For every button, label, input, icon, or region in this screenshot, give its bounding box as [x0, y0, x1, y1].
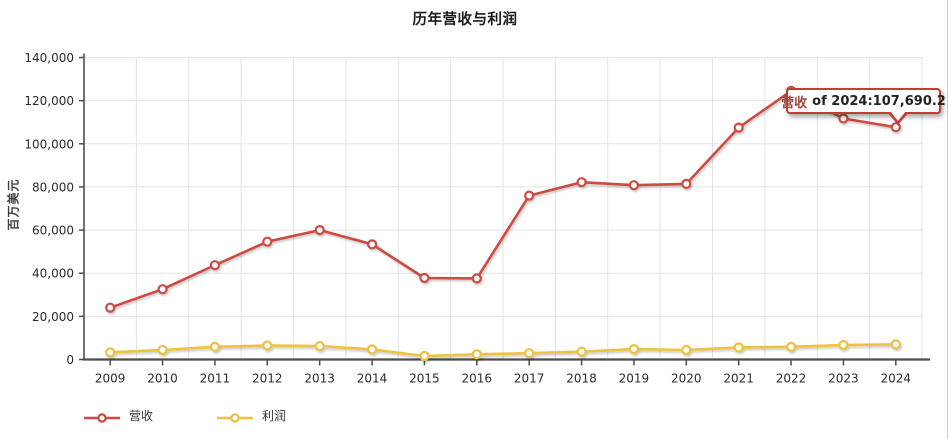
chart-title: 历年营收与利润	[412, 12, 518, 28]
data-point[interactable]	[419, 350, 430, 362]
data-point[interactable]	[105, 302, 116, 313]
x-tick-label: 2023	[828, 372, 859, 386]
x-tick-label: 2019	[619, 372, 650, 386]
data-point[interactable]	[262, 340, 273, 351]
data-point[interactable]	[471, 349, 482, 360]
y-tick-label: 60,000	[32, 224, 74, 238]
x-tick-label: 2018	[566, 372, 597, 386]
x-tick-label: 2024	[881, 372, 912, 386]
legend: 营收 利润	[84, 404, 350, 426]
x-tick-label: 2021	[723, 372, 754, 386]
y-axis-title: 百万美元	[6, 178, 21, 231]
y-tick-label: 100,000	[24, 137, 74, 151]
series-line	[110, 343, 896, 358]
x-tick-label: 2013	[304, 372, 335, 386]
data-point[interactable]	[367, 239, 378, 250]
x-tick-label: 2012	[252, 372, 283, 386]
tooltip-value: of 2024:107,690.2	[812, 93, 946, 109]
x-tick-label: 2020	[671, 372, 702, 386]
y-tick-label: 40,000	[32, 267, 74, 281]
data-point[interactable]	[471, 273, 482, 284]
data-point[interactable]	[681, 178, 692, 189]
x-tick-label: 2009	[95, 372, 126, 386]
data-point[interactable]	[733, 342, 744, 353]
tooltip: 营收 of 2024:107,690.2	[781, 88, 946, 125]
data-point[interactable]	[157, 344, 168, 356]
data-point[interactable]	[733, 122, 744, 133]
data-point[interactable]	[524, 190, 535, 201]
data-point[interactable]	[785, 341, 797, 352]
y-tick-label: 120,000	[24, 94, 74, 108]
data-point[interactable]	[576, 177, 587, 188]
x-tick-label: 2014	[357, 372, 388, 386]
series-line	[109, 89, 897, 309]
y-tick-label: 140,000	[24, 51, 74, 65]
series-营收[interactable]	[105, 85, 901, 313]
x-tick-label: 2016	[462, 372, 493, 386]
data-point[interactable]	[838, 113, 849, 124]
data-point[interactable]	[314, 225, 325, 236]
legend-item-profit[interactable]: 利润	[217, 407, 286, 424]
data-point[interactable]	[681, 344, 692, 356]
series-利润[interactable]	[105, 339, 901, 362]
data-point[interactable]	[838, 339, 849, 351]
x-tick-label: 2011	[200, 372, 231, 386]
data-point[interactable]	[890, 339, 901, 350]
x-tick-label: 2010	[147, 372, 178, 386]
data-point[interactable]	[419, 272, 430, 284]
data-point[interactable]	[157, 284, 168, 295]
x-tick-label: 2017	[514, 372, 545, 386]
y-tick-label: 0	[66, 353, 74, 367]
data-point[interactable]	[262, 236, 273, 247]
data-point[interactable]	[314, 341, 325, 352]
data-point[interactable]	[524, 348, 535, 359]
legend-item-revenue[interactable]: 营收	[84, 407, 153, 424]
y-tick-label: 20,000	[32, 310, 74, 324]
x-tick-label: 2022	[776, 372, 807, 386]
data-point[interactable]	[367, 344, 378, 355]
data-point[interactable]	[209, 260, 220, 271]
data-point[interactable]	[628, 344, 640, 355]
legend-label-profit: 利润	[262, 408, 287, 423]
y-tick-label: 80,000	[32, 180, 74, 194]
tooltip-series-label: 营收	[781, 95, 808, 111]
data-point[interactable]	[105, 347, 116, 358]
x-tick-label: 2015	[409, 372, 440, 386]
revenue-line-marker-icon	[84, 409, 120, 423]
data-point[interactable]	[628, 180, 640, 191]
profit-line-marker-icon	[217, 409, 254, 423]
legend-label-revenue: 营收	[129, 408, 154, 423]
data-point[interactable]	[209, 341, 220, 352]
data-point[interactable]	[576, 346, 587, 357]
